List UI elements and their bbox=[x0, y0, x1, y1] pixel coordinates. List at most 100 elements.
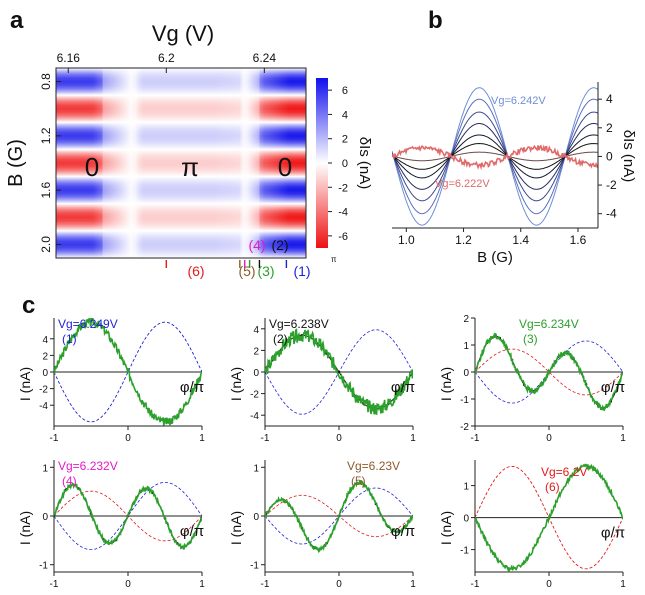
subplot-x-tick-label: 1 bbox=[199, 433, 205, 444]
colorbar-label: δIs (nA) bbox=[356, 137, 373, 190]
colorbar-tick-label: 2 bbox=[342, 134, 348, 146]
phase-label-middle: π bbox=[181, 152, 199, 182]
subplot-curves bbox=[475, 332, 623, 412]
subplot-y-tick-label: -4 bbox=[39, 401, 48, 412]
subplot-vg-label: Vg=6.2V bbox=[541, 465, 587, 479]
heatmap-markers: (1) (2) (3) (4) (5) (6) bbox=[165, 237, 311, 279]
heatmap-x-ticks: 6.16 6.2 6.24 bbox=[57, 51, 277, 73]
subplot-y-tick-label: 1 bbox=[42, 463, 48, 474]
subplot-curves bbox=[265, 328, 413, 416]
subplot-y-tick-label: 0 bbox=[42, 512, 48, 523]
heatmap-marker-label: (6) bbox=[187, 263, 204, 279]
heatmap-y-label: B (G) bbox=[5, 139, 27, 187]
subplot-y-tick-label: 2 bbox=[253, 346, 259, 357]
subplot-y-tick-label: -1 bbox=[460, 395, 469, 406]
heatmap-x-tick-label: 6.24 bbox=[253, 51, 277, 65]
heatmap-title: Vg (V) bbox=[152, 21, 214, 46]
subplot-vg-label: Vg=6.234V bbox=[519, 317, 579, 331]
panel-letter-c: c bbox=[22, 292, 35, 319]
colorbar-tick-label: -2 bbox=[338, 182, 348, 194]
subplot-4: -1 0 1 1 0 -1 I (nA) φ/π Vg=6.232V(4) bbox=[17, 459, 205, 590]
colorbar bbox=[316, 78, 328, 248]
subplot-y-tick-label: 2 bbox=[42, 351, 48, 362]
subplot-y-tick-label: -1 bbox=[250, 561, 259, 572]
subplot-y-tick-label: 1 bbox=[463, 482, 469, 493]
subplot-x-tick-label: 1 bbox=[410, 579, 416, 590]
subplot-x-label: φ/π bbox=[391, 379, 415, 396]
heat-transition-band bbox=[102, 68, 132, 258]
subplot-dashed-ref bbox=[54, 321, 202, 423]
subplot-curves bbox=[54, 318, 202, 426]
subplot-y-label: I (nA) bbox=[438, 511, 454, 545]
subplot-measured-curve bbox=[475, 463, 623, 572]
subplot-measured-curve bbox=[265, 328, 413, 416]
panel-b-x-tick-label: 1.6 bbox=[570, 233, 587, 247]
colorbar-tick-label: 6 bbox=[342, 85, 348, 97]
subplot-curves bbox=[475, 463, 623, 572]
subplot-dashed-sin bbox=[475, 340, 623, 404]
colorbar-tick-label: -4 bbox=[338, 207, 348, 219]
subplot-x-label: φ/π bbox=[601, 379, 625, 396]
subplot-2: -1 0 1 4 2 0 -2 -4 I (nA) φ/π Vg=6.238V(2) bbox=[228, 317, 416, 444]
heatmap-y-tick-label: 2.0 bbox=[39, 236, 53, 253]
heatmap-y-ticks: 0.8 1.2 1.6 2.0 bbox=[39, 73, 61, 253]
subplot-tag: (3) bbox=[523, 332, 538, 346]
subplot-measured-curve bbox=[54, 482, 202, 550]
subplot-y-tick-label: 1 bbox=[463, 341, 469, 352]
panel-b-y-tick-label: -2 bbox=[606, 178, 617, 192]
subplot-x-label: φ/π bbox=[601, 525, 625, 542]
panel-b-annotation-high: Vg=6.242V bbox=[491, 95, 546, 107]
phase-label-right: 0 bbox=[278, 152, 292, 182]
subplot-dashed-neg bbox=[475, 348, 623, 396]
subplot-vg-label: Vg=6.232V bbox=[58, 459, 118, 473]
subplot-x-label: φ/π bbox=[180, 379, 204, 396]
subplot-y-tick-label: 0 bbox=[463, 368, 469, 379]
panel-b-x-ticks: 1.0 1.2 1.4 1.6 bbox=[398, 228, 587, 247]
panel-letter-b: b bbox=[428, 7, 443, 34]
subplot-x-tick-label: 1 bbox=[410, 433, 416, 444]
subplot-tag: (4) bbox=[62, 474, 77, 488]
heat-transition-band bbox=[244, 68, 260, 258]
subplot-y-label: I (nA) bbox=[17, 367, 33, 401]
subplot-6: -1 0 1 1 0 -1 I (nA) φ/π Vg=6.2V(6) bbox=[438, 460, 626, 590]
heatmap-y-tick-label: 1.6 bbox=[39, 181, 53, 198]
colorbar-corner-label: π bbox=[331, 255, 337, 264]
subplot-y-label: I (nA) bbox=[17, 511, 33, 545]
subplot-x-tick-label: 1 bbox=[620, 579, 626, 590]
subplot-y-tick-label: 4 bbox=[253, 325, 259, 336]
subplot-y-tick-label: -2 bbox=[460, 422, 469, 433]
subplot-x-tick-label: 0 bbox=[336, 433, 342, 444]
subplot-x-label: φ/π bbox=[391, 523, 415, 540]
panel-b-annotation-low: Vg=6.222V bbox=[435, 178, 490, 190]
heatmap-marker-label: (5) bbox=[238, 263, 255, 279]
subplot-tag: (6) bbox=[545, 480, 560, 494]
subplot-y-tick-label: 0 bbox=[253, 368, 259, 379]
panel-b-y-ticks: 4 2 0 -2 -4 bbox=[598, 92, 617, 221]
subplot-y-tick-label: 1 bbox=[253, 463, 259, 474]
subplot-x-tick-label: 0 bbox=[125, 433, 131, 444]
colorbar-ticks: 6 4 2 0 -2 -4 -6 bbox=[328, 85, 348, 243]
panel-b-x-tick-label: 1.0 bbox=[398, 233, 415, 247]
subplot-x-tick-label: -1 bbox=[471, 433, 480, 444]
subplot-y-label: I (nA) bbox=[228, 511, 244, 545]
subplot-x-tick-label: -1 bbox=[261, 433, 270, 444]
heatmap-x-tick-label: 6.2 bbox=[158, 51, 175, 65]
panel-b-y-tick-label: 0 bbox=[606, 149, 613, 163]
colorbar-tick-label: 0 bbox=[342, 158, 348, 170]
subplot-y-label: I (nA) bbox=[438, 367, 454, 401]
subplot-x-tick-label: 0 bbox=[546, 579, 552, 590]
phase-label-left: 0 bbox=[85, 152, 99, 182]
subplot-curves bbox=[265, 479, 413, 554]
colorbar-tick-label: 4 bbox=[342, 109, 348, 121]
heatmap-marker-label: (3) bbox=[257, 263, 274, 279]
panel-b-series bbox=[392, 87, 598, 226]
heatmap-sign-boundaries bbox=[102, 68, 260, 258]
subplot-tag: (2) bbox=[273, 332, 288, 346]
subplot-vg-label: Vg=6.238V bbox=[269, 317, 329, 331]
subplot-1: -1 0 1 4 2 0 -2 -4 I (nA) φ/π Vg=6.249V(1) bbox=[17, 317, 205, 444]
heatmap-marker-label: (2) bbox=[271, 237, 288, 253]
panel-b-y-tick-label: 2 bbox=[606, 121, 613, 135]
panel-b-series-line bbox=[392, 123, 598, 190]
panel-b-x-label: B (G) bbox=[477, 249, 513, 266]
panel-b-series-line bbox=[392, 134, 598, 179]
